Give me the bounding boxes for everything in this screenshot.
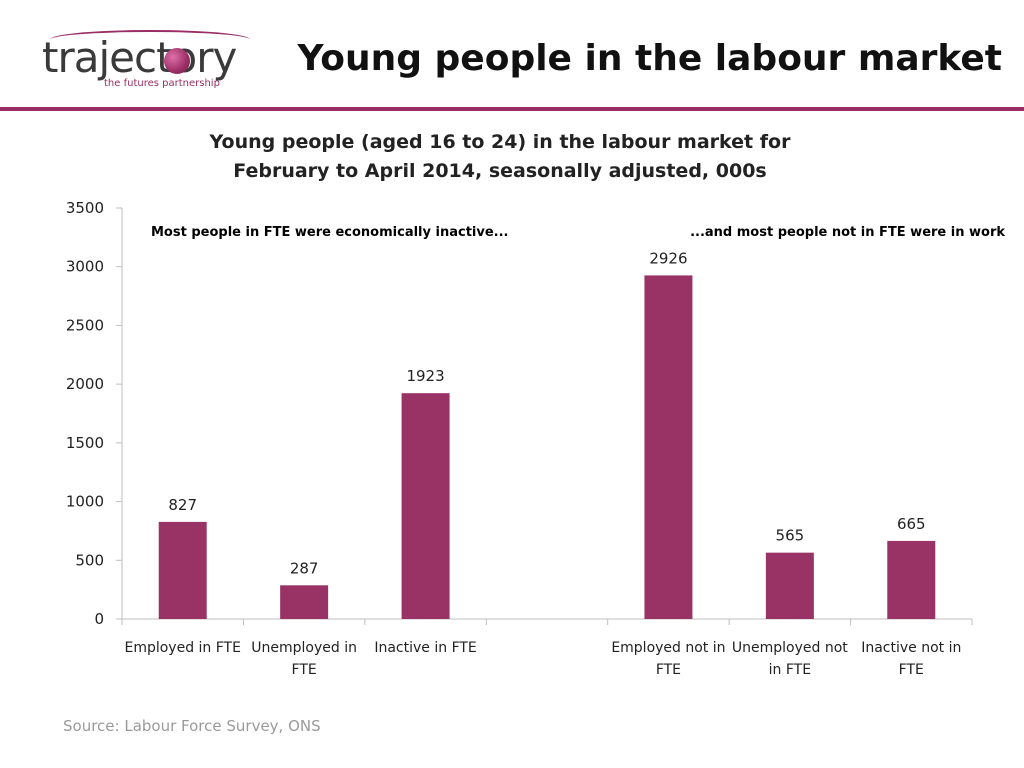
- trajectory-logo: trajectory the futures partnership: [40, 28, 250, 100]
- data-label: 2926: [649, 249, 687, 267]
- x-category-label: Inactive not in: [861, 640, 961, 656]
- x-category-label: FTE: [656, 662, 681, 678]
- data-label: 1923: [406, 367, 444, 385]
- x-category-label: FTE: [292, 662, 317, 678]
- x-category-label: Inactive in FTE: [374, 640, 476, 656]
- chart-title-line-1: Young people (aged 16 to 24) in the labo…: [209, 131, 791, 153]
- x-category-label: Unemployed not: [732, 640, 848, 656]
- logo-dot-icon: [164, 48, 190, 74]
- x-category-label: FTE: [899, 662, 924, 678]
- bar: [644, 275, 693, 619]
- y-tick-label: 2500: [66, 316, 104, 334]
- bar: [280, 585, 329, 619]
- y-tick-label: 3500: [66, 199, 104, 217]
- data-label: 827: [168, 496, 197, 514]
- chart-title: Young people (aged 16 to 24) in the labo…: [130, 128, 870, 186]
- annotation-not-in-fte: ...and most people not in FTE were in wo…: [690, 225, 1005, 240]
- bar: [401, 393, 450, 619]
- y-tick-label: 0: [94, 610, 104, 628]
- annotation-in-fte: Most people in FTE were economically ina…: [151, 225, 508, 240]
- y-tick-label: 2000: [66, 375, 104, 393]
- y-tick-label: 3000: [66, 258, 104, 276]
- data-label: 287: [290, 559, 319, 577]
- y-tick-label: 1500: [66, 434, 104, 452]
- bar: [887, 540, 936, 619]
- page-title: Young people in the labour market: [297, 38, 1002, 79]
- header-divider: [0, 107, 1024, 111]
- logo-tagline: the futures partnership: [104, 78, 220, 89]
- x-category-label: in FTE: [769, 662, 811, 678]
- x-category-label: Employed not in: [611, 640, 725, 656]
- y-tick-label: 1000: [66, 493, 104, 511]
- logo-arc: [50, 30, 250, 62]
- data-label: 665: [897, 515, 926, 533]
- logo-wordmark: trajectory: [42, 33, 237, 82]
- data-label: 565: [776, 527, 805, 545]
- bar: [765, 552, 814, 619]
- chart-title-line-2: February to April 2014, seasonally adjus…: [233, 160, 767, 182]
- source-note: Source: Labour Force Survey, ONS: [63, 717, 321, 735]
- x-category-label: Unemployed in: [251, 640, 357, 656]
- bar: [158, 521, 207, 619]
- x-category-label: Employed in FTE: [124, 640, 240, 656]
- y-tick-label: 500: [75, 551, 104, 569]
